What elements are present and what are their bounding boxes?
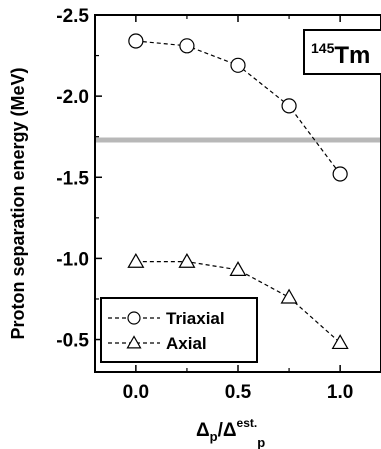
data-point-triaxial [128, 33, 144, 49]
data-point-axial [127, 252, 145, 268]
data-point-triaxial [281, 98, 297, 114]
legend-marker-triaxial [127, 311, 141, 325]
data-point-axial [331, 334, 349, 350]
data-point-axial [280, 288, 298, 304]
nucleus-label: 145Tm [311, 40, 370, 69]
data-point-axial [178, 252, 196, 268]
plot-area: -2.5 -2.0 -1.5 -1.0 -0.5 0.0 0.5 1.0 145Tm Triaxi… [8, 6, 381, 449]
data-point-triaxial [179, 38, 195, 54]
x-tick-label: 1.0 [327, 382, 353, 403]
x-title-delta: Δ [196, 420, 210, 441]
series-line-axial [135, 261, 341, 344]
legend-label-triaxial: Triaxial [166, 309, 225, 328]
x-axis-title: Δp/Δest. p [196, 416, 265, 449]
x-tick-label: 0.0 [123, 382, 149, 403]
annotation-box [303, 29, 381, 75]
data-point-triaxial [332, 166, 348, 182]
legend-box [100, 297, 258, 363]
x-title-slash-delta: /Δ [218, 420, 237, 441]
data-point-triaxial [230, 57, 246, 73]
y-tick-label: -2.0 [56, 87, 89, 108]
y-tick-label: -1.5 [56, 168, 89, 189]
y-tick-label: -0.5 [56, 331, 89, 352]
y-tick-label: -2.5 [56, 6, 89, 27]
x-title-sub2-p: p [257, 435, 265, 449]
data-point-axial [229, 261, 247, 276]
legend-label-axial: Axial [166, 334, 207, 353]
x-title-sup-est: est. [237, 416, 258, 430]
mass-number: 145 [311, 40, 335, 56]
y-tick-label: -1.0 [56, 249, 89, 270]
legend-marker-axial [126, 335, 142, 349]
y-axis-title: Proton separation energy (MeV) [8, 67, 28, 339]
element-symbol: Tm [334, 42, 370, 69]
x-tick-label: 0.5 [225, 382, 252, 403]
x-title-sub-p: p [210, 429, 218, 444]
